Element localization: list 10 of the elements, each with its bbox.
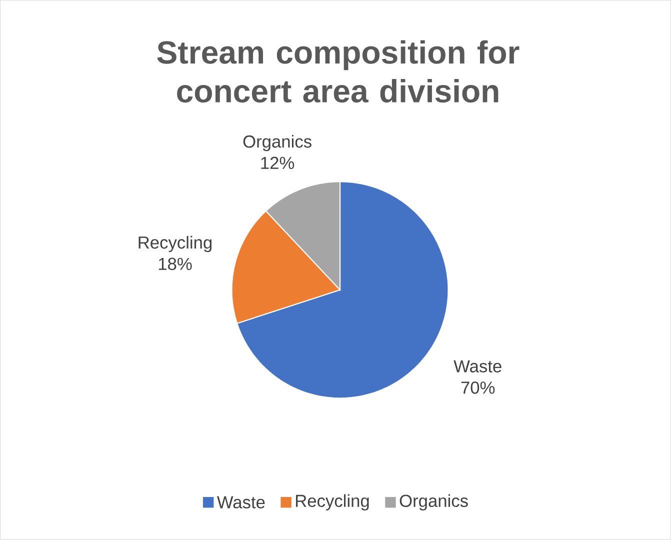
data-label: 18%	[158, 258, 192, 270]
slice-label: Waste	[454, 360, 502, 373]
chart-title: Stream composition for concert area division	[157, 40, 520, 103]
slice-label: Recycling	[138, 236, 212, 252]
legend-label: Recycling	[296, 494, 369, 511]
data-label: 12%	[261, 156, 294, 170]
legend-label: Organics	[400, 494, 468, 511]
slice-label: Organics	[243, 135, 312, 152]
data-label: 70%	[461, 382, 495, 394]
legend-label: Waste	[216, 496, 265, 509]
